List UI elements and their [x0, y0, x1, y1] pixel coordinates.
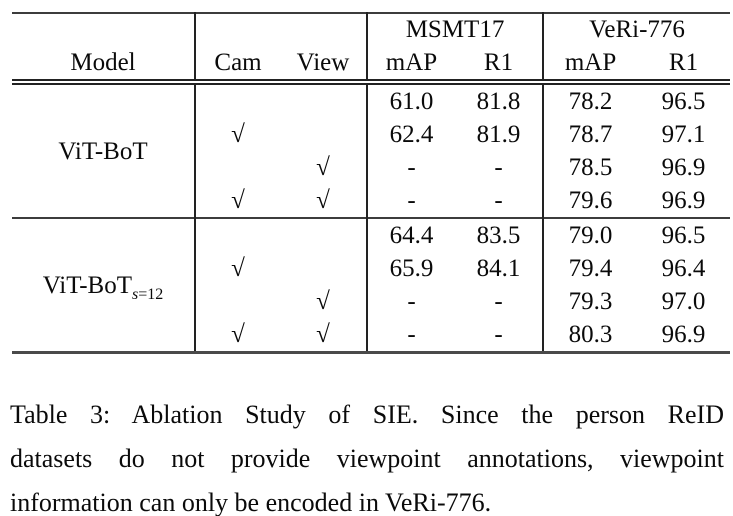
msmt17-r1-value: 84.1: [476, 255, 521, 282]
msmt17-map-value: -: [366, 151, 455, 184]
veri776-r1-value: 96.4: [661, 255, 706, 282]
model-name-vit-bot: ViT-BoT: [12, 82, 195, 218]
msmt17-r1-value: -: [494, 187, 503, 214]
ablation-table: MSMT17 VeRi-776 Model Cam View mAP R1 mA…: [12, 12, 731, 354]
msmt17-r1-value: -: [494, 288, 503, 315]
veri776-map-value: 80.3: [542, 318, 638, 353]
model-name-vit-bot-s12: ViT-BoTs=12: [12, 217, 195, 353]
cam-checkmark-cell: √: [194, 318, 280, 353]
veri776-map-value: 79.4: [542, 252, 638, 285]
cam-checkmark-cell: √: [194, 184, 280, 218]
table-row: ViT-BoT 61.0 81.8 78.2 96.5: [12, 82, 730, 164]
model-subscript: s=12: [131, 285, 164, 303]
cam-checkmark-cell: [194, 82, 280, 118]
table-row: √ √ - - 79.6 96.9: [12, 184, 730, 218]
veri776-map-value: 79.6: [542, 184, 638, 218]
model-header-spacer: [12, 13, 195, 45]
dataset-header-row: MSMT17 VeRi-776: [12, 13, 731, 45]
cam-checkmark-cell: √: [194, 252, 280, 285]
veri776-r1-value: 96.5: [661, 88, 706, 115]
msmt17-r1-value: 83.5: [455, 217, 544, 252]
msmt17-map-value: -: [366, 285, 455, 318]
table-row: √ 62.4 81.9 78.7 97.1: [12, 118, 730, 151]
table-caption: Table 3: Ablation Study of SIE. Since th…: [10, 393, 724, 516]
cam-checkmark-cell: √: [194, 118, 280, 151]
msmt17-r1-value: -: [494, 154, 503, 181]
view-checkmark-cell: [280, 217, 367, 252]
veri776-r1-value: 96.5: [637, 217, 731, 252]
veri776-map-value: 79.0: [542, 217, 638, 252]
msmt17-map-value: 65.9: [366, 252, 455, 285]
caption-line-2: datasets do not provide viewpoint annota…: [10, 444, 724, 473]
table-row: √ - - 78.5 96.9: [12, 151, 730, 184]
cam-view-header-spacer: [194, 13, 367, 45]
table-row: √ - - 79.3 97.0: [12, 285, 730, 318]
col-header-veri-map: mAP: [542, 45, 638, 85]
cam-checkmark-cell: [194, 217, 280, 252]
table-row: ViT-BoTs=12 64.4 83.5 79.0 96.5: [12, 217, 731, 353]
veri776-r1-value: 97.1: [661, 121, 706, 148]
view-checkmark-cell: [280, 252, 367, 285]
msmt17-map-value: -: [366, 184, 455, 218]
view-checkmark-cell: [280, 118, 367, 151]
veri776-r1-value: 96.9: [661, 154, 706, 181]
model-label: ViT-BoT: [58, 137, 148, 165]
view-checkmark-cell: √: [316, 187, 330, 214]
view-checkmark-cell: √: [316, 288, 330, 315]
col-header-cam: Cam: [194, 45, 280, 85]
column-header-row: Model Cam View mAP R1 mAP R1: [12, 45, 731, 85]
veri776-r1-value: 97.0: [661, 288, 706, 315]
cam-checkmark-cell: [194, 151, 280, 184]
cam-checkmark-cell: [194, 285, 280, 318]
msmt17-r1-value: 81.8: [476, 88, 521, 115]
msmt17-r1-value: 81.9: [476, 121, 521, 148]
caption-line-1: Table 3: Ablation Study of SIE. Since th…: [10, 400, 724, 429]
veri776-map-value: 78.2: [542, 82, 638, 118]
msmt17-r1-value: -: [494, 321, 503, 348]
model-label: ViT-BoT: [42, 271, 132, 299]
table-row: √ 65.9 84.1 79.4 96.4: [12, 252, 730, 285]
col-header-model: Model: [12, 45, 195, 85]
veri776-map-value: 78.7: [542, 118, 638, 151]
msmt17-map-value: 62.4: [366, 118, 455, 151]
col-header-msmt-map: mAP: [366, 45, 455, 85]
table-row: √ √ - - 80.3 96.9: [12, 318, 730, 353]
view-checkmark-cell: √: [316, 154, 330, 181]
msmt17-map-value: -: [366, 318, 455, 353]
veri776-r1-value: 96.9: [661, 321, 706, 348]
col-header-view: View: [280, 45, 367, 85]
col-header-msmt-r1: R1: [455, 45, 544, 85]
dataset-header-msmt17: MSMT17: [365, 13, 544, 45]
dataset-header-veri776: VeRi-776: [542, 13, 731, 45]
msmt17-map-value: 61.0: [366, 82, 455, 118]
view-checkmark-cell: √: [316, 321, 330, 348]
view-checkmark-cell: [280, 82, 367, 118]
veri776-r1-value: 96.9: [661, 187, 706, 214]
caption-line-3: information can only be encoded in VeRi-…: [10, 488, 492, 516]
col-header-veri-r1: R1: [637, 45, 731, 85]
veri776-map-value: 79.3: [542, 285, 638, 318]
veri776-map-value: 78.5: [542, 151, 638, 184]
msmt17-map-value: 64.4: [366, 217, 455, 252]
